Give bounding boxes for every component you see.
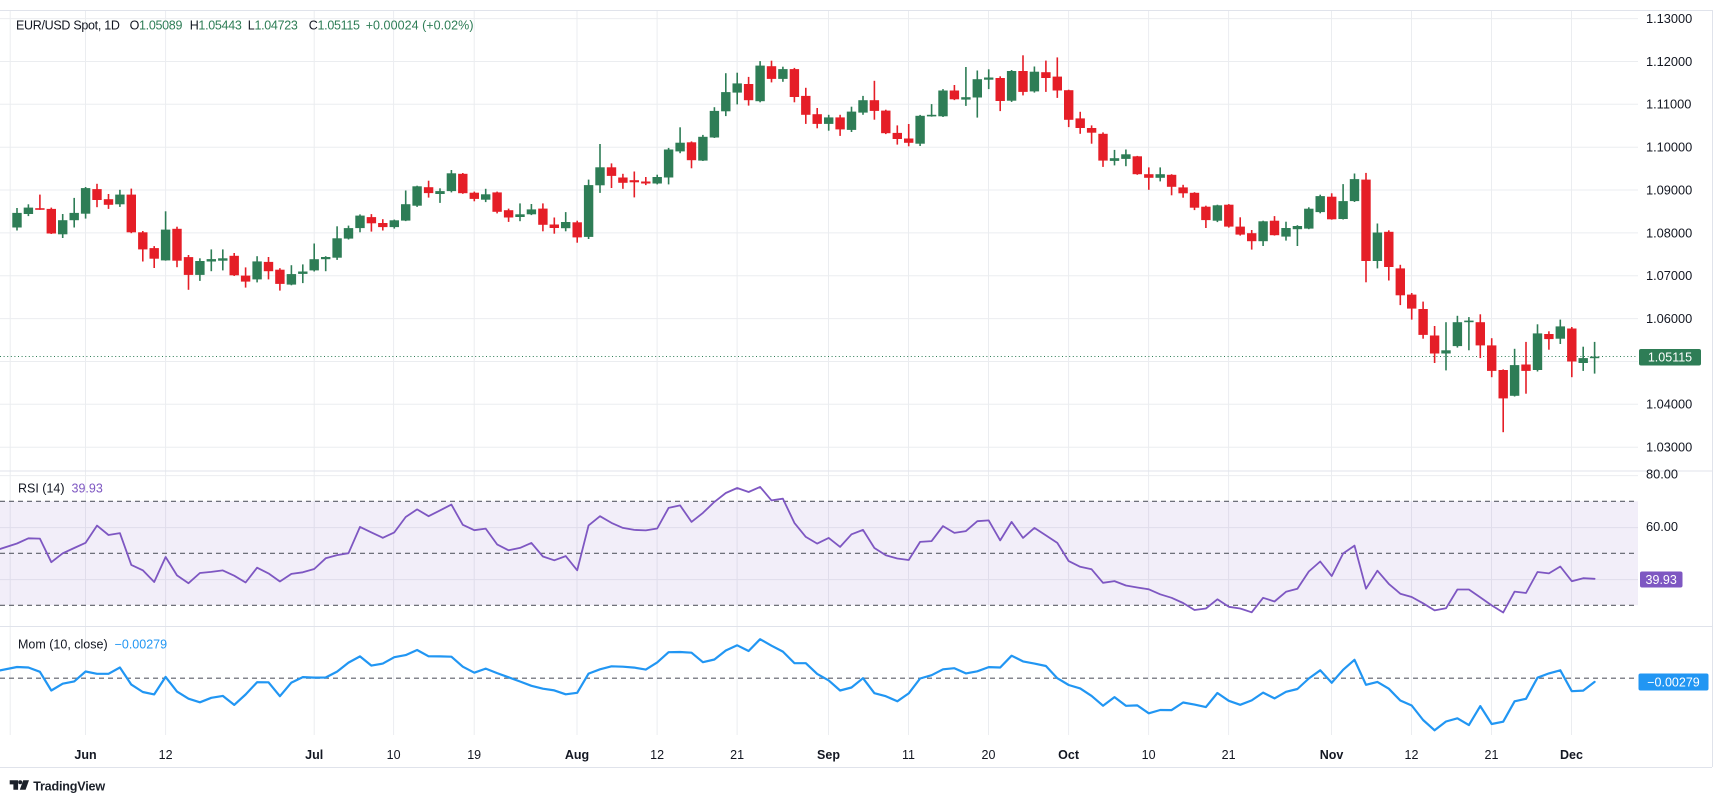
svg-text:Jun: Jun bbox=[74, 748, 96, 762]
svg-text:Dec: Dec bbox=[1560, 748, 1583, 762]
svg-text:Jul: Jul bbox=[305, 748, 323, 762]
svg-text:TradingView: TradingView bbox=[33, 779, 105, 793]
svg-text:Nov: Nov bbox=[1320, 748, 1344, 762]
svg-text:1.09000: 1.09000 bbox=[1646, 182, 1692, 197]
svg-text:Oct: Oct bbox=[1058, 748, 1080, 762]
svg-text:10: 10 bbox=[387, 748, 401, 762]
svg-text:1.03000: 1.03000 bbox=[1646, 440, 1692, 455]
svg-text:39.93: 39.93 bbox=[1646, 573, 1677, 587]
svg-text:60.00: 60.00 bbox=[1646, 519, 1678, 534]
svg-text:11: 11 bbox=[902, 748, 915, 762]
svg-text:Aug: Aug bbox=[565, 748, 589, 762]
svg-text:RSI (14) 39.93: RSI (14) 39.93 bbox=[18, 482, 103, 496]
svg-text:19: 19 bbox=[467, 748, 481, 762]
svg-text:21: 21 bbox=[730, 748, 744, 762]
svg-text:21: 21 bbox=[1222, 748, 1236, 762]
svg-text:1.06000: 1.06000 bbox=[1646, 311, 1692, 326]
svg-text:12: 12 bbox=[650, 748, 664, 762]
svg-text:1.13000: 1.13000 bbox=[1646, 11, 1692, 26]
svg-text:20: 20 bbox=[982, 748, 996, 762]
svg-text:Sep: Sep bbox=[817, 748, 840, 762]
svg-text:1.08000: 1.08000 bbox=[1646, 225, 1692, 240]
svg-text:1.10000: 1.10000 bbox=[1646, 140, 1692, 155]
svg-text:21: 21 bbox=[1485, 748, 1499, 762]
svg-text:1.07000: 1.07000 bbox=[1646, 268, 1692, 283]
svg-text:12: 12 bbox=[1405, 748, 1419, 762]
svg-text:Mom (10, close) −0.00279: Mom (10, close) −0.00279 bbox=[18, 638, 167, 652]
svg-text:1.04000: 1.04000 bbox=[1646, 397, 1692, 412]
svg-text:10: 10 bbox=[1142, 748, 1156, 762]
svg-text:80.00: 80.00 bbox=[1646, 467, 1678, 482]
svg-text:1.11000: 1.11000 bbox=[1646, 97, 1691, 112]
svg-text:12: 12 bbox=[159, 748, 173, 762]
svg-text:1.05115: 1.05115 bbox=[1648, 351, 1692, 365]
svg-text:1.12000: 1.12000 bbox=[1646, 54, 1692, 69]
svg-text:−0.00279: −0.00279 bbox=[1647, 676, 1700, 690]
